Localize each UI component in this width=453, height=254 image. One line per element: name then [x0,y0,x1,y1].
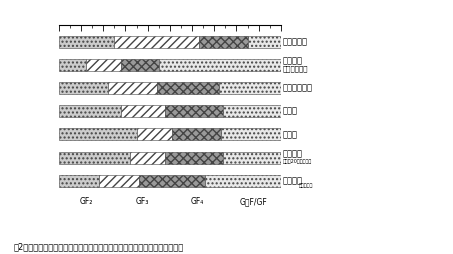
Text: GF₃: GF₃ [135,197,149,207]
Bar [139,175,205,187]
Bar [59,105,121,117]
Bar [221,128,281,140]
Text: ブラック: ブラック [283,56,303,65]
Bar [59,59,86,71]
Text: ヤーコン: ヤーコン [283,149,303,158]
Bar [172,128,221,140]
Bar [223,105,281,117]
Bar [248,36,281,48]
Bar [59,152,130,164]
Bar [165,152,223,164]
Text: ヤーコン: ヤーコン [283,176,303,185]
Bar [219,82,281,94]
Bar [121,105,165,117]
Bar [108,82,157,94]
Text: サルシフィー: サルシフィー [283,66,308,72]
Bar [137,128,172,140]
Bar [59,36,115,48]
Bar [199,36,248,48]
Text: 図2　キク科作物の根茎部のフラクトオリゴ糖および単糖・二糖の組成比率: 図2 キク科作物の根茎部のフラクトオリゴ糖および単糖・二糖の組成比率 [14,243,184,251]
Text: （家温20日貯蔵後）: （家温20日貯蔵後） [283,159,312,164]
Bar [165,105,223,117]
Bar [130,152,165,164]
Bar [59,128,137,140]
Bar [115,36,199,48]
Bar [223,152,281,164]
Bar [86,59,121,71]
Text: G，F/GF: G，F/GF [239,197,267,207]
Bar [157,82,219,94]
Text: GF₄: GF₄ [191,197,204,207]
Text: サルシフィー: サルシフィー [283,84,313,92]
Bar [121,59,159,71]
Text: GF₂: GF₂ [80,197,93,207]
Text: ヤマゴボウ: ヤマゴボウ [283,37,308,46]
Bar [59,175,99,187]
Text: チコリ: チコリ [283,107,298,116]
Text: ゴボウ: ゴボウ [283,130,298,139]
Text: （収穫時）: （収穫時） [299,183,313,188]
Bar [159,59,281,71]
Bar [205,175,281,187]
Bar [59,82,108,94]
Bar [99,175,139,187]
